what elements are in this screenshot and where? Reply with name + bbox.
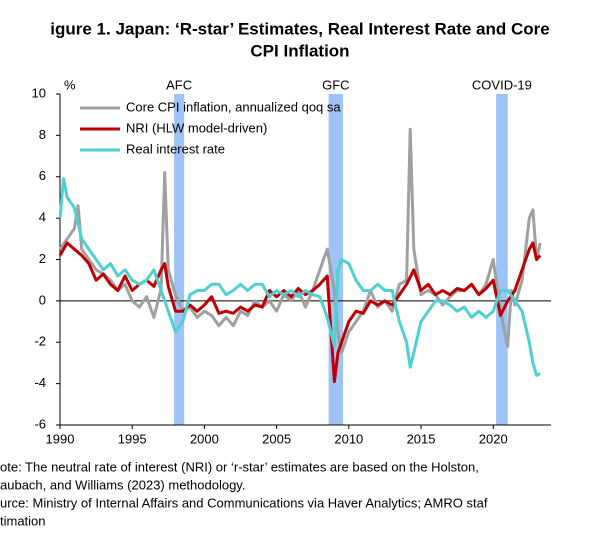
x-tick-label: 2000 — [190, 431, 219, 446]
y-tick-label: 10 — [32, 85, 46, 100]
series-line — [58, 177, 541, 377]
x-tick-label: 1995 — [118, 431, 147, 446]
series-line — [58, 127, 542, 355]
legend-label: Core CPI inflation, annualized qoq sa — [126, 99, 341, 114]
y-tick-label: 2 — [39, 251, 46, 266]
y-tick-label: 0 — [39, 292, 46, 307]
chart-title: igure 1. Japan: ‘R-star’ Estimates, Real… — [50, 19, 549, 38]
period-label: AFC — [166, 77, 192, 92]
x-tick-label: 1990 — [46, 431, 75, 446]
x-tick-label: 2005 — [262, 431, 291, 446]
x-tick-label: 2010 — [334, 431, 363, 446]
y-tick-label: -4 — [34, 375, 46, 390]
shaded-period — [174, 94, 185, 425]
note: urce: Ministry of Internal Affairs and C… — [0, 495, 488, 510]
legend-label: Real interest rate — [126, 141, 225, 156]
period-label: COVID-19 — [472, 77, 532, 92]
y-tick-label: 8 — [39, 127, 46, 142]
chart-title: CPI Inflation — [250, 41, 349, 60]
period-label: GFC — [322, 77, 349, 92]
y-tick-label: 4 — [39, 210, 46, 225]
x-tick-label: 2015 — [407, 431, 436, 446]
note: aubach, and Williams (2023) methodology. — [0, 477, 245, 492]
y-tick-label: -2 — [34, 334, 46, 349]
y-unit: % — [64, 77, 76, 92]
note: ote: The neutral rate of interest (NRI) … — [0, 459, 479, 474]
y-tick-label: -6 — [34, 416, 46, 431]
legend-label: NRI (HLW model-driven) — [126, 120, 267, 135]
note: timation — [0, 513, 46, 528]
shaded-period — [496, 94, 508, 425]
y-tick-label: 6 — [39, 168, 46, 183]
x-tick-label: 2020 — [479, 431, 508, 446]
